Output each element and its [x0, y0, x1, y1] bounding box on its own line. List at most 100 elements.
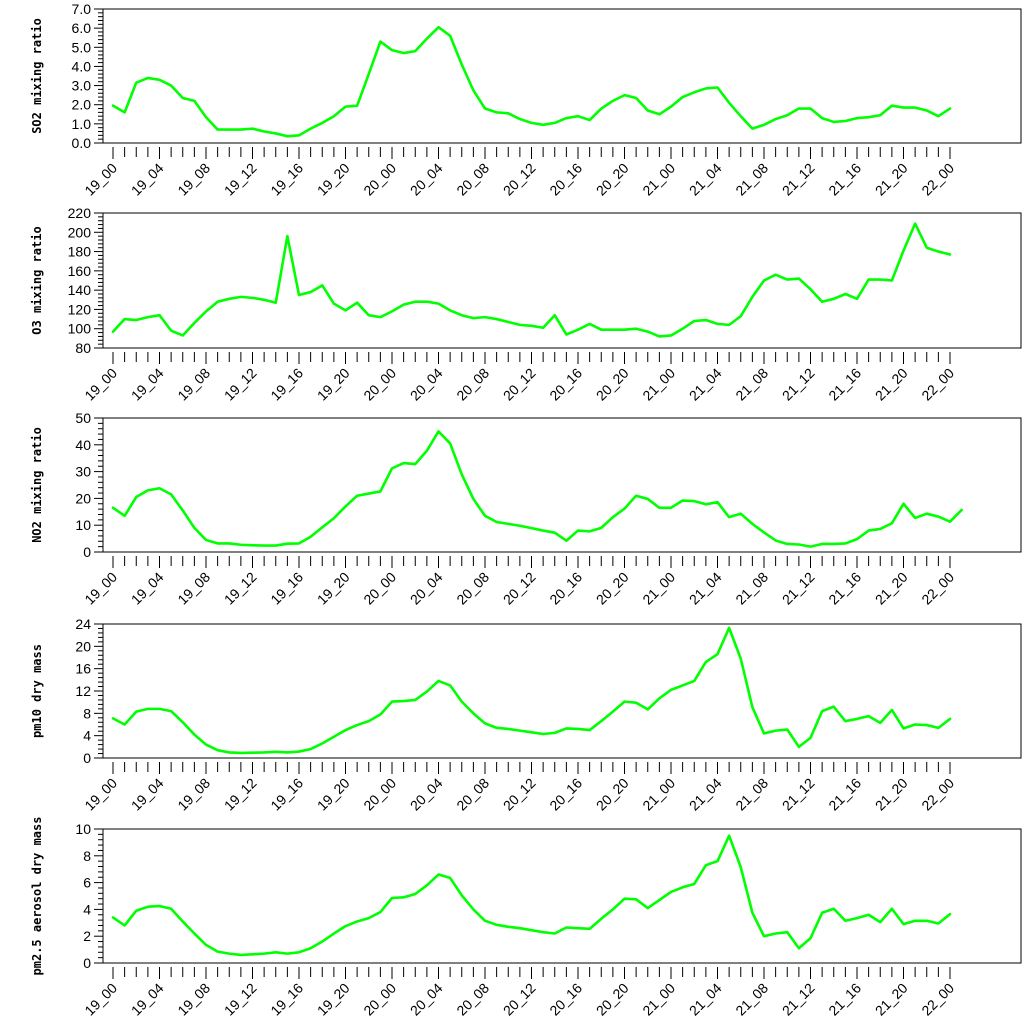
x-tick-label: 20_08 — [453, 980, 492, 1019]
y-tick-label: 24 — [75, 616, 91, 632]
y-tick-label: 120 — [68, 301, 92, 317]
y-tick-label: 2 — [83, 928, 91, 944]
y-tick-label: 10 — [75, 821, 91, 837]
plot-frame — [102, 8, 1022, 144]
x-tick-label: 19_04 — [128, 365, 167, 404]
x-tick-label: 20_20 — [593, 365, 632, 404]
x-tick-label: 20_04 — [407, 980, 446, 1019]
x-tick-label: 22_00 — [918, 775, 957, 814]
x-tick-label: 20_16 — [546, 980, 585, 1019]
y-tick-label: 30 — [75, 464, 91, 480]
y-tick-label: 0 — [83, 544, 91, 560]
x-tick-label: 21_16 — [825, 160, 864, 199]
x-tick-label: 21_00 — [639, 365, 678, 404]
y-tick-label: 3.0 — [72, 78, 92, 94]
x-tick-label: 19_00 — [81, 980, 120, 1019]
y-tick-label: 200 — [68, 224, 92, 240]
y-tick-label: 2.0 — [72, 97, 92, 113]
x-tick-label: 20_00 — [360, 775, 399, 814]
x-tick-label: 21_04 — [686, 569, 725, 608]
plot-frame — [102, 212, 1022, 349]
y-tick-label: 8 — [83, 705, 91, 721]
y-tick-label: 12 — [75, 683, 91, 699]
x-tick-label: 21_04 — [686, 160, 725, 199]
panel-0: 0.0 1.0 2.0 3.0 4.0 5.0 6.0 7.0 SO2 mixing ratio… — [30, 1, 1022, 199]
y-tick-label: 20 — [75, 638, 91, 654]
x-tick-label: 20_12 — [500, 775, 539, 814]
x-tick-label: 21_16 — [825, 569, 864, 608]
x-tick-label: 19_00 — [81, 160, 120, 199]
x-tick-label: 19_08 — [174, 365, 213, 404]
y-tick-label: 180 — [68, 244, 92, 260]
panel-1: 80 100 120 140 160 180 200 220 O3 mixing ratio 19… — [30, 205, 1022, 404]
x-tick-label: 21_16 — [825, 775, 864, 814]
series-line — [111, 626, 952, 755]
y-tick-label: 5.0 — [72, 39, 92, 55]
x-tick-label: 21_20 — [872, 160, 911, 199]
x-tick-label: 20_04 — [407, 775, 446, 814]
y-tick-label: 6.0 — [72, 20, 92, 36]
x-tick-label: 21_20 — [872, 775, 911, 814]
x-tick-label: 19_20 — [314, 775, 353, 814]
y-tick-label: 220 — [68, 205, 92, 221]
x-tick-label: 20_04 — [407, 569, 446, 608]
x-tick-label: 19_16 — [267, 980, 306, 1019]
x-tick-label: 20_00 — [360, 980, 399, 1019]
x-tick-label: 20_08 — [453, 160, 492, 199]
x-tick-label: 19_12 — [221, 775, 260, 814]
x-tick-label: 19_00 — [81, 365, 120, 404]
series-line — [111, 834, 952, 957]
x-tick-label: 21_08 — [732, 365, 771, 404]
x-tick-label: 19_04 — [128, 569, 167, 608]
y-tick-label: 8 — [83, 848, 91, 864]
series-line — [111, 25, 952, 138]
x-tick-label: 21_00 — [639, 775, 678, 814]
x-tick-label: 20_08 — [453, 775, 492, 814]
x-tick-label: 20_16 — [546, 160, 585, 199]
x-tick-label: 22_00 — [918, 569, 957, 608]
x-tick-label: 19_20 — [314, 569, 353, 608]
x-tick-label: 21_08 — [732, 980, 771, 1019]
y-tick-label: 0 — [83, 750, 91, 766]
x-tick-label: 21_12 — [779, 569, 818, 608]
x-tick-label: 21_20 — [872, 365, 911, 404]
y-tick-label: 40 — [75, 437, 91, 453]
x-tick-label: 20_20 — [593, 980, 632, 1019]
x-tick-label: 20_00 — [360, 160, 399, 199]
x-tick-label: 20_04 — [407, 160, 446, 199]
x-tick-label: 20_16 — [546, 775, 585, 814]
y-tick-label: 160 — [68, 263, 92, 279]
x-tick-label: 22_00 — [918, 160, 957, 199]
plot-frame — [102, 828, 1022, 964]
x-tick-label: 21_08 — [732, 160, 771, 199]
y-tick-label: 16 — [75, 661, 91, 677]
x-tick-label: 21_04 — [686, 775, 725, 814]
x-tick-label: 19_04 — [128, 160, 167, 199]
x-tick-label: 21_12 — [779, 365, 818, 404]
y-tick-label: 80 — [75, 340, 91, 356]
x-tick-label: 19_16 — [267, 160, 306, 199]
x-tick-label: 19_16 — [267, 365, 306, 404]
x-tick-label: 21_16 — [825, 365, 864, 404]
x-tick-label: 19_00 — [81, 775, 120, 814]
x-tick-label: 22_00 — [918, 980, 957, 1019]
x-tick-label: 19_20 — [314, 160, 353, 199]
x-tick-label: 19_20 — [314, 365, 353, 404]
plot-frame — [102, 417, 1022, 553]
x-tick-label: 20_04 — [407, 365, 446, 404]
x-tick-label: 20_00 — [360, 569, 399, 608]
x-tick-label: 20_16 — [546, 569, 585, 608]
y-tick-label: 20 — [75, 490, 91, 506]
x-tick-label: 20_12 — [500, 365, 539, 404]
y-tick-label: 6 — [83, 875, 91, 891]
x-tick-label: 19_04 — [128, 775, 167, 814]
y-tick-label: 4 — [83, 728, 91, 744]
x-tick-label: 21_04 — [686, 980, 725, 1019]
x-tick-label: 19_04 — [128, 980, 167, 1019]
x-tick-label: 19_12 — [221, 160, 260, 199]
x-tick-label: 21_00 — [639, 980, 678, 1019]
x-tick-label: 21_20 — [872, 980, 911, 1019]
x-tick-label: 20_16 — [546, 365, 585, 404]
